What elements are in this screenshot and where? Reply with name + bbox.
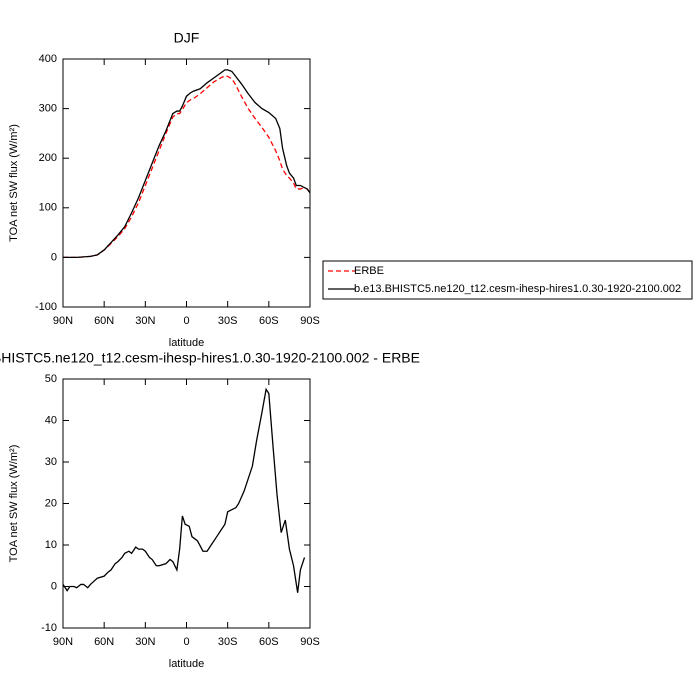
y-tick-label: 20 [45,497,57,509]
legend-label: b.e13.BHISTC5.ne120_t12.cesm-ihesp-hires… [354,283,681,295]
x-axis-label: latitude [169,658,204,670]
x-tick-label: 0 [183,636,189,648]
x-tick-label: 90N [53,636,73,648]
x-tick-label: 90N [53,315,73,327]
y-tick-label: 0 [51,251,57,263]
chart-title: b.e13.BHISTC5.ne120_t12.cesm-ihesp-hires… [0,350,420,366]
x-tick-label: 60N [94,315,114,327]
x-tick-label: 30S [218,315,238,327]
x-tick-label: 60N [94,636,114,648]
y-tick-label: 400 [39,53,57,65]
y-tick-label: 100 [39,202,57,214]
chart-title: DJF [174,30,200,46]
plot-frame [62,58,311,308]
x-tick-label: 60S [259,315,279,327]
y-tick-label: 40 [45,414,57,426]
x-axis-label: latitude [169,337,204,349]
legend-box [322,260,693,300]
x-tick-label: 30S [218,636,238,648]
x-tick-label: 90S [300,636,320,648]
y-tick-label: 10 [45,539,57,551]
x-tick-label: 60S [259,636,279,648]
data-line [62,387,306,593]
x-tick-label: 30N [135,636,155,648]
y-tick-label: 50 [45,373,57,385]
y-tick-label: -100 [35,301,57,313]
y-tick-label: -10 [41,622,57,634]
y-tick-label: 300 [39,103,57,115]
x-tick-label: 0 [183,315,189,327]
data-line [63,69,311,259]
x-tick-label: 30N [135,315,155,327]
y-tick-label: 0 [51,580,57,592]
data-line [63,75,311,259]
legend-label: ERBE [354,265,384,277]
y-axis-label: TOA net SW flux (W/m²) [8,124,20,242]
plot-frame [62,378,311,629]
y-tick-label: 200 [39,152,57,164]
y-axis-label: TOA net SW flux (W/m²) [8,445,20,563]
y-tick-label: 30 [45,456,57,468]
x-tick-label: 90S [300,315,320,327]
